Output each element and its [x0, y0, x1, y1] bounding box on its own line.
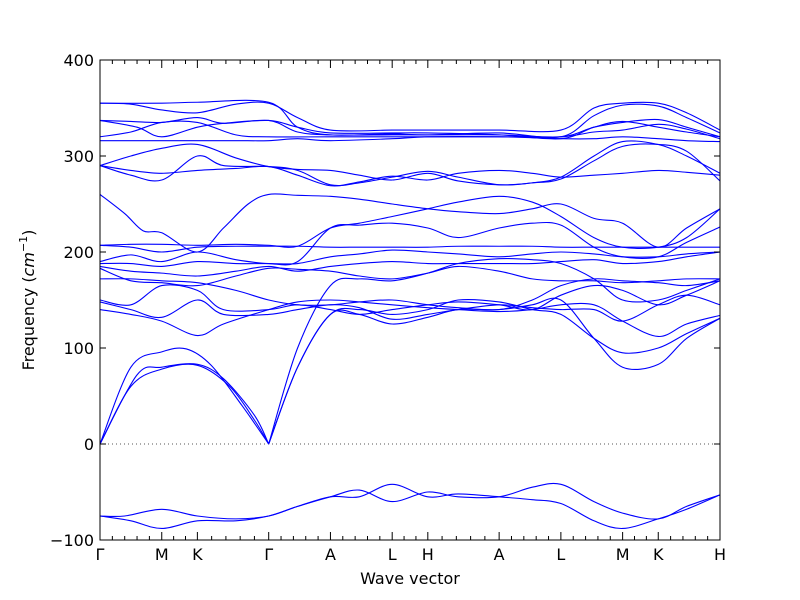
x-tick-label: L	[388, 545, 397, 564]
x-tick-label: A	[325, 545, 336, 564]
phonon-branch-14	[100, 136, 721, 143]
y-tick-label: 400	[63, 51, 94, 70]
x-tick-label: M	[155, 545, 169, 564]
x-tick-label: L	[556, 545, 565, 564]
y-tick-label: 0	[84, 435, 94, 454]
phonon-branch-1	[99, 347, 270, 445]
phonon-branch-28	[99, 299, 721, 338]
y-tick-label: 100	[63, 339, 94, 358]
phonon-branch-26	[99, 280, 721, 315]
y-axis-label-close-paren: )	[19, 230, 38, 236]
x-tick-label: H	[714, 545, 726, 564]
phonon-branch-20	[99, 244, 720, 253]
phonon-branch-7	[99, 482, 721, 520]
phonon-branch-12	[99, 119, 721, 140]
phonon-branch-8	[99, 483, 721, 530]
phonon-branch-2	[99, 363, 270, 445]
x-tick-label: K	[653, 545, 664, 564]
phonon-branch-16	[99, 165, 721, 187]
phonon-branch-13	[99, 120, 721, 140]
phonon-branch-25	[99, 278, 721, 311]
phonon-branch-11	[99, 117, 721, 138]
axis-ticks: −100 0 100 200 300 400 Γ M K Γ A L H A L M K H	[50, 51, 726, 564]
phonon-branch-3	[99, 363, 270, 445]
x-tick-label: A	[494, 545, 505, 564]
x-tick-label: K	[192, 545, 203, 564]
phonon-branch-17	[99, 143, 721, 187]
phonon-branch-18	[99, 193, 721, 253]
y-axis-label-open-paren: (	[19, 276, 38, 287]
y-tick-label: 300	[63, 147, 94, 166]
phonon-branch-4	[268, 257, 721, 445]
phonon-branch-22	[99, 249, 721, 267]
y-tick-label: −100	[50, 531, 94, 550]
x-tick-label: Γ	[264, 545, 273, 564]
phonon-branch-24	[99, 265, 721, 287]
y-axis-label-unit: cm	[19, 252, 38, 276]
x-axis-label: Wave vector	[360, 569, 460, 588]
x-tick-label: Γ	[96, 545, 105, 564]
phonon-branch-27	[99, 294, 721, 322]
phonon-branch-23	[99, 251, 721, 277]
phonon-branch-9	[99, 101, 721, 133]
x-tick-label: H	[422, 545, 434, 564]
x-tick-label: M	[616, 545, 630, 564]
phonon-branch-15	[99, 140, 721, 186]
plot-frame	[99, 59, 721, 541]
plot-area	[99, 99, 721, 530]
y-axis-label-text: Frequency	[19, 288, 38, 371]
y-axis-label-unit-exponent: −1	[17, 236, 30, 252]
y-tick-label: 200	[63, 243, 94, 262]
y-axis-label: Frequency (cm−1)	[17, 230, 38, 371]
